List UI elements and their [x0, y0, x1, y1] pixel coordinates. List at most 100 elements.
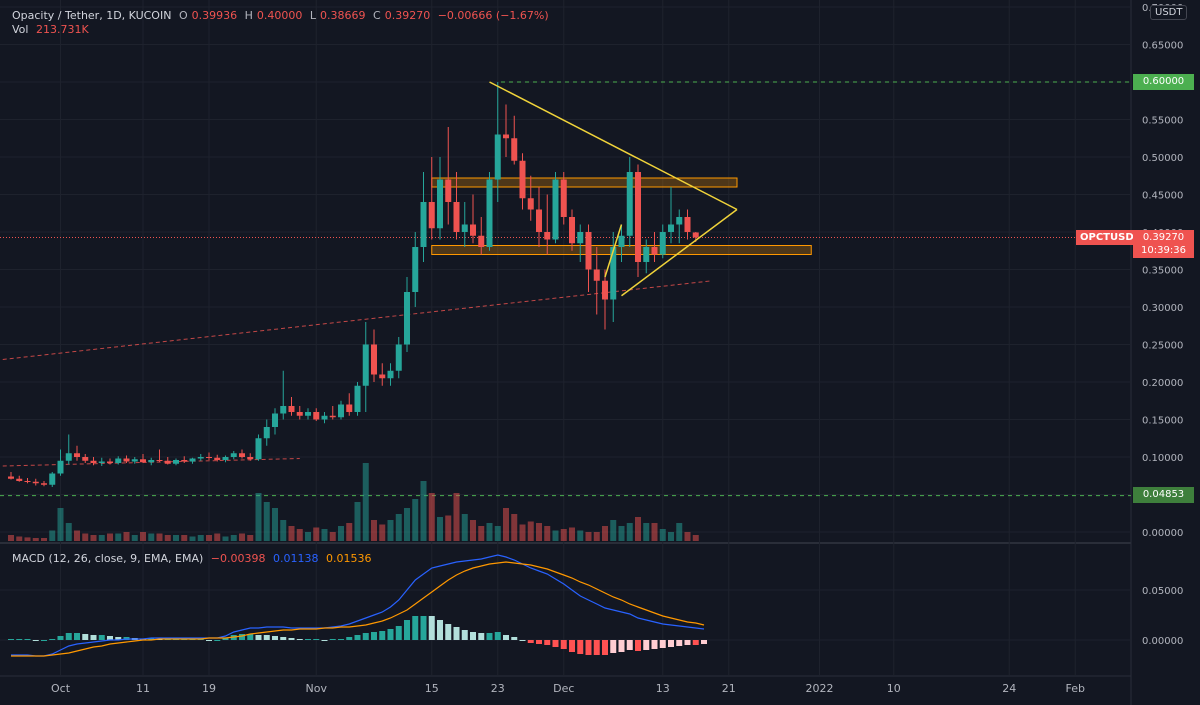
volume-bar	[659, 529, 666, 541]
candle-body	[16, 478, 23, 481]
macd-histogram-bar	[115, 637, 122, 640]
volume-bar	[618, 526, 625, 541]
macd-histogram-bar	[321, 640, 328, 641]
candle-body	[197, 457, 204, 459]
x-tick-label: Dec	[553, 682, 574, 695]
candle-body	[428, 202, 435, 229]
volume-bar	[560, 529, 567, 541]
volume-bar	[511, 514, 518, 541]
macd-histogram-bar	[404, 620, 410, 640]
macd-histogram-bar	[626, 640, 633, 650]
macd-histogram-bar	[692, 640, 699, 645]
volume-bar	[437, 517, 443, 541]
candle-body	[676, 217, 683, 225]
price-tick-label: 0.45000	[1142, 191, 1183, 202]
macd-histogram-bar	[651, 640, 658, 649]
macd-line	[11, 554, 705, 657]
macd-histogram-bar	[379, 631, 386, 640]
x-tick-label: 13	[656, 682, 670, 695]
volume-bar	[123, 532, 130, 541]
volume-bar	[189, 536, 196, 541]
legend-close: 0.39270	[384, 9, 431, 22]
candle-body	[280, 406, 287, 414]
macd-histogram-bar	[214, 640, 221, 641]
volume-bar	[288, 526, 295, 541]
triangle-upper-line	[489, 81, 738, 211]
currency-unit-box[interactable]: USDT	[1150, 5, 1188, 20]
volume-bar	[148, 533, 155, 541]
macd-histogram-bar	[288, 638, 295, 640]
x-tick-label: 23	[491, 682, 505, 695]
macd-histogram-bar	[486, 633, 493, 640]
candle-body	[189, 458, 196, 462]
volume-bar	[280, 520, 287, 541]
candle-body	[659, 232, 666, 255]
candle-body	[461, 224, 468, 232]
legend-high: 0.40000	[256, 9, 303, 22]
candle-body	[82, 457, 89, 461]
macd-histogram-bar	[65, 633, 72, 640]
candle-body	[107, 461, 113, 463]
macd-histogram-bar	[470, 632, 476, 640]
candle-body	[684, 217, 691, 232]
price-tick-label: 0.35000	[1142, 266, 1183, 277]
macd-histogram-bar	[90, 635, 97, 640]
volume-bar	[321, 529, 328, 541]
candle-body	[453, 202, 460, 232]
macd-histogram-bar	[478, 633, 485, 640]
symbol-price-tag: OPCTUSDT	[1076, 230, 1145, 245]
price-tick-label: 0.55000	[1142, 116, 1183, 127]
macd-histogram-bar	[428, 616, 435, 640]
volume-bar	[239, 533, 245, 541]
macd-histogram-bar	[503, 635, 509, 640]
volume-bar	[445, 515, 452, 541]
macd-histogram-bar	[453, 627, 460, 640]
volume-bar	[668, 532, 674, 541]
candle-body	[98, 461, 105, 463]
macd-tick-label: 0.00000	[1142, 636, 1183, 647]
volume-bar	[544, 526, 551, 541]
triangle-lower-line	[621, 208, 738, 297]
candle-body	[329, 415, 336, 418]
macd-histogram-bar	[346, 637, 353, 640]
volume-bar	[107, 533, 113, 541]
price-tick-label: 0.15000	[1142, 416, 1183, 427]
macd-histogram-bar	[437, 620, 443, 640]
candle-body	[379, 374, 386, 379]
macd-histogram-bar	[569, 640, 575, 652]
macd-signal-value: 0.01536	[326, 552, 372, 565]
macd-histogram-bar	[387, 629, 394, 640]
x-tick-label: 11	[136, 682, 150, 695]
volume-bar	[420, 481, 427, 541]
candle-body	[32, 481, 39, 484]
macd-histogram-bar	[329, 639, 336, 640]
macd-histogram-bar	[8, 639, 14, 640]
volume-label: Vol	[12, 23, 29, 36]
macd-histogram-bar	[74, 633, 80, 640]
candle-body	[263, 427, 270, 439]
candle-body	[668, 224, 674, 232]
candle-body	[470, 224, 476, 236]
legend-low: 0.38669	[320, 9, 366, 22]
macd-histogram-bar	[362, 633, 369, 640]
macd-histogram-bar	[560, 640, 567, 649]
x-tick-label: Nov	[306, 682, 328, 695]
macd-histogram-bar	[445, 624, 452, 640]
volume-bar	[181, 535, 188, 541]
volume-bar	[305, 532, 311, 541]
macd-histogram-bar	[280, 637, 287, 640]
volume-bar	[404, 508, 410, 541]
candle-body	[57, 460, 64, 474]
volume-bar	[263, 502, 270, 541]
volume-bar	[626, 523, 633, 541]
candle-body	[569, 217, 575, 244]
volume-bar	[527, 521, 534, 541]
macd-signal-line	[11, 561, 705, 657]
volume-bar	[362, 463, 369, 541]
candle-body	[206, 457, 212, 458]
macd-histogram-bar	[16, 639, 23, 640]
legend-close-label: C	[373, 9, 381, 22]
volume-bar	[82, 533, 89, 541]
candle-body	[346, 404, 353, 412]
